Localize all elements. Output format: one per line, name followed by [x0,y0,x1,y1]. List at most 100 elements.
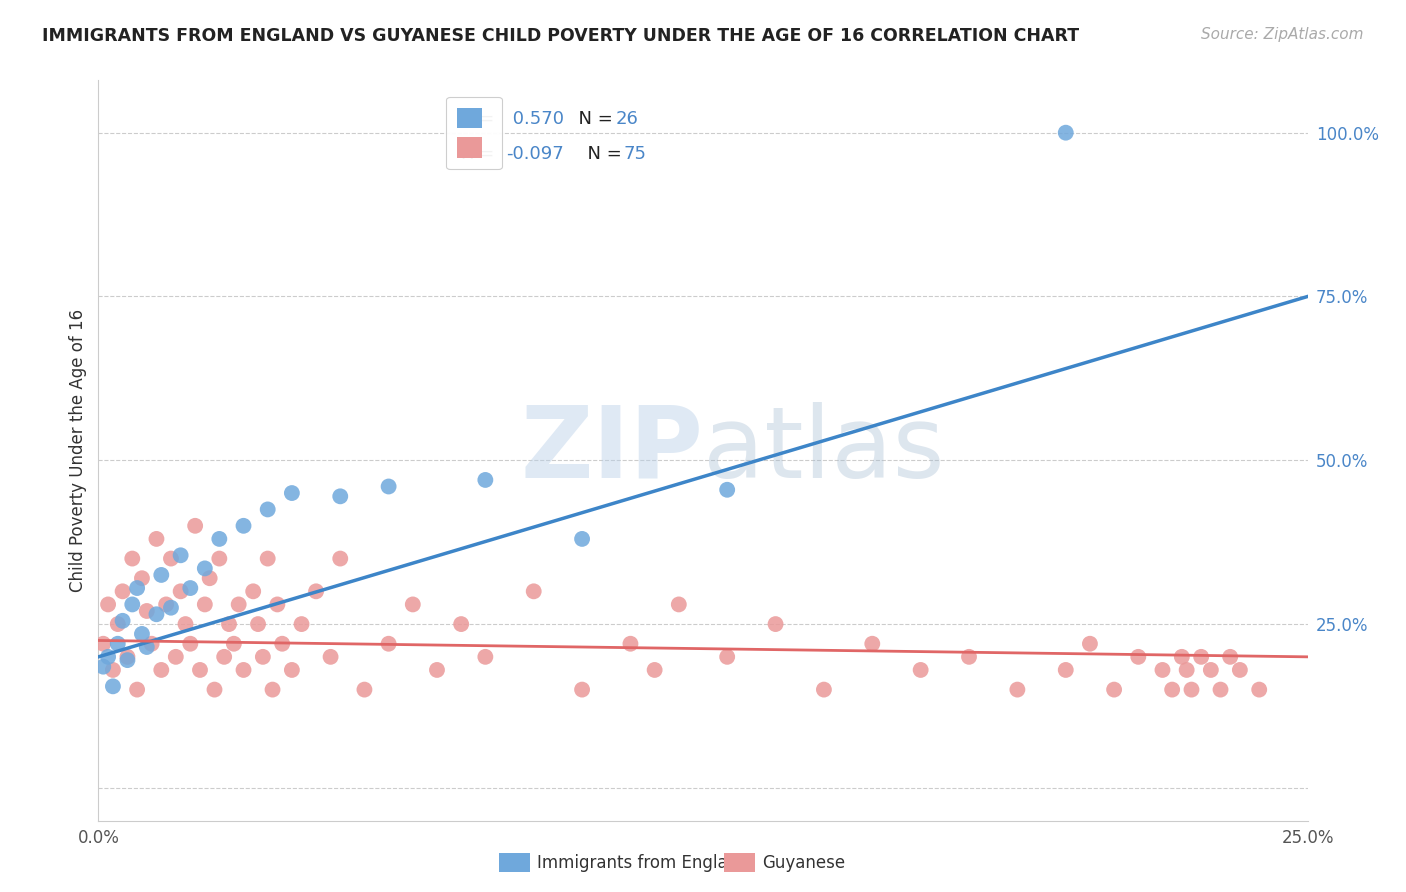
Point [160,551,183,566]
Point [242,584,264,599]
Point [271,637,294,651]
Text: R =: R = [461,145,499,162]
Text: atlas: atlas [703,402,945,499]
Point [474,473,496,487]
Point [97,598,120,612]
Point [117,649,139,664]
Point [716,649,738,664]
Point [571,682,593,697]
Point [111,614,134,628]
Point [150,663,173,677]
Point [194,598,217,612]
Point [1249,682,1271,697]
Point [266,598,288,612]
Point [179,581,201,595]
Point [281,663,304,677]
Point [107,637,129,651]
Y-axis label: Child Poverty Under the Age of 16: Child Poverty Under the Age of 16 [69,309,87,592]
Point [188,663,211,677]
Point [131,571,153,585]
Point [1229,663,1251,677]
Point [232,663,254,677]
Point [184,518,207,533]
Point [329,551,352,566]
Point [91,637,114,651]
Point [523,584,546,599]
Point [668,598,690,612]
Point [127,581,149,595]
Text: Immigrants from England: Immigrants from England [537,854,749,871]
Point [121,551,143,566]
Point [155,598,177,612]
Point [644,663,666,677]
Point [101,679,124,693]
Text: Source: ZipAtlas.com: Source: ZipAtlas.com [1201,27,1364,42]
Point [101,663,124,677]
Point [813,682,835,697]
Point [222,637,245,651]
Point [1209,682,1232,697]
Point [232,518,254,533]
Point [474,649,496,664]
Point [716,483,738,497]
Point [150,568,173,582]
Point [160,600,183,615]
Point [1171,649,1194,664]
Point [135,604,157,618]
Point [329,489,352,503]
Point [131,627,153,641]
Point [208,551,231,566]
Point [228,598,250,612]
Point [1007,682,1029,697]
Point [305,584,328,599]
Point [1054,126,1077,140]
Point [247,617,270,632]
Point [319,649,342,664]
Text: N =: N = [567,111,619,128]
Text: 0.570: 0.570 [506,111,564,128]
Point [377,637,399,651]
Point [1128,649,1150,664]
Point [281,486,304,500]
Point [450,617,472,632]
Point [1161,682,1184,697]
Point [204,682,226,697]
Point [141,637,163,651]
Point [194,561,217,575]
Point [165,649,187,664]
Point [426,663,449,677]
Point [957,649,980,664]
Point [91,659,114,673]
Text: 26: 26 [616,111,638,128]
Point [127,682,149,697]
Point [135,640,157,654]
Point [619,637,641,651]
Point [1152,663,1174,677]
Point [910,663,932,677]
Point [208,532,231,546]
Point [765,617,787,632]
Point [256,551,278,566]
Text: R =: R = [461,111,499,128]
Point [1078,637,1101,651]
Text: -0.097: -0.097 [506,145,564,162]
Point [290,617,312,632]
Point [860,637,883,651]
Point [117,653,139,667]
Point [1219,649,1241,664]
Point [1199,663,1222,677]
Point [1180,682,1202,697]
Point [377,479,399,493]
Text: ZIP: ZIP [520,402,703,499]
Point [402,598,425,612]
Point [107,617,129,632]
Point [169,549,191,563]
Point [174,617,197,632]
Point [262,682,284,697]
Text: 75: 75 [624,145,647,162]
Point [121,598,143,612]
Point [252,649,274,664]
Point [571,532,593,546]
Legend: , : , [446,96,502,169]
Point [179,637,201,651]
